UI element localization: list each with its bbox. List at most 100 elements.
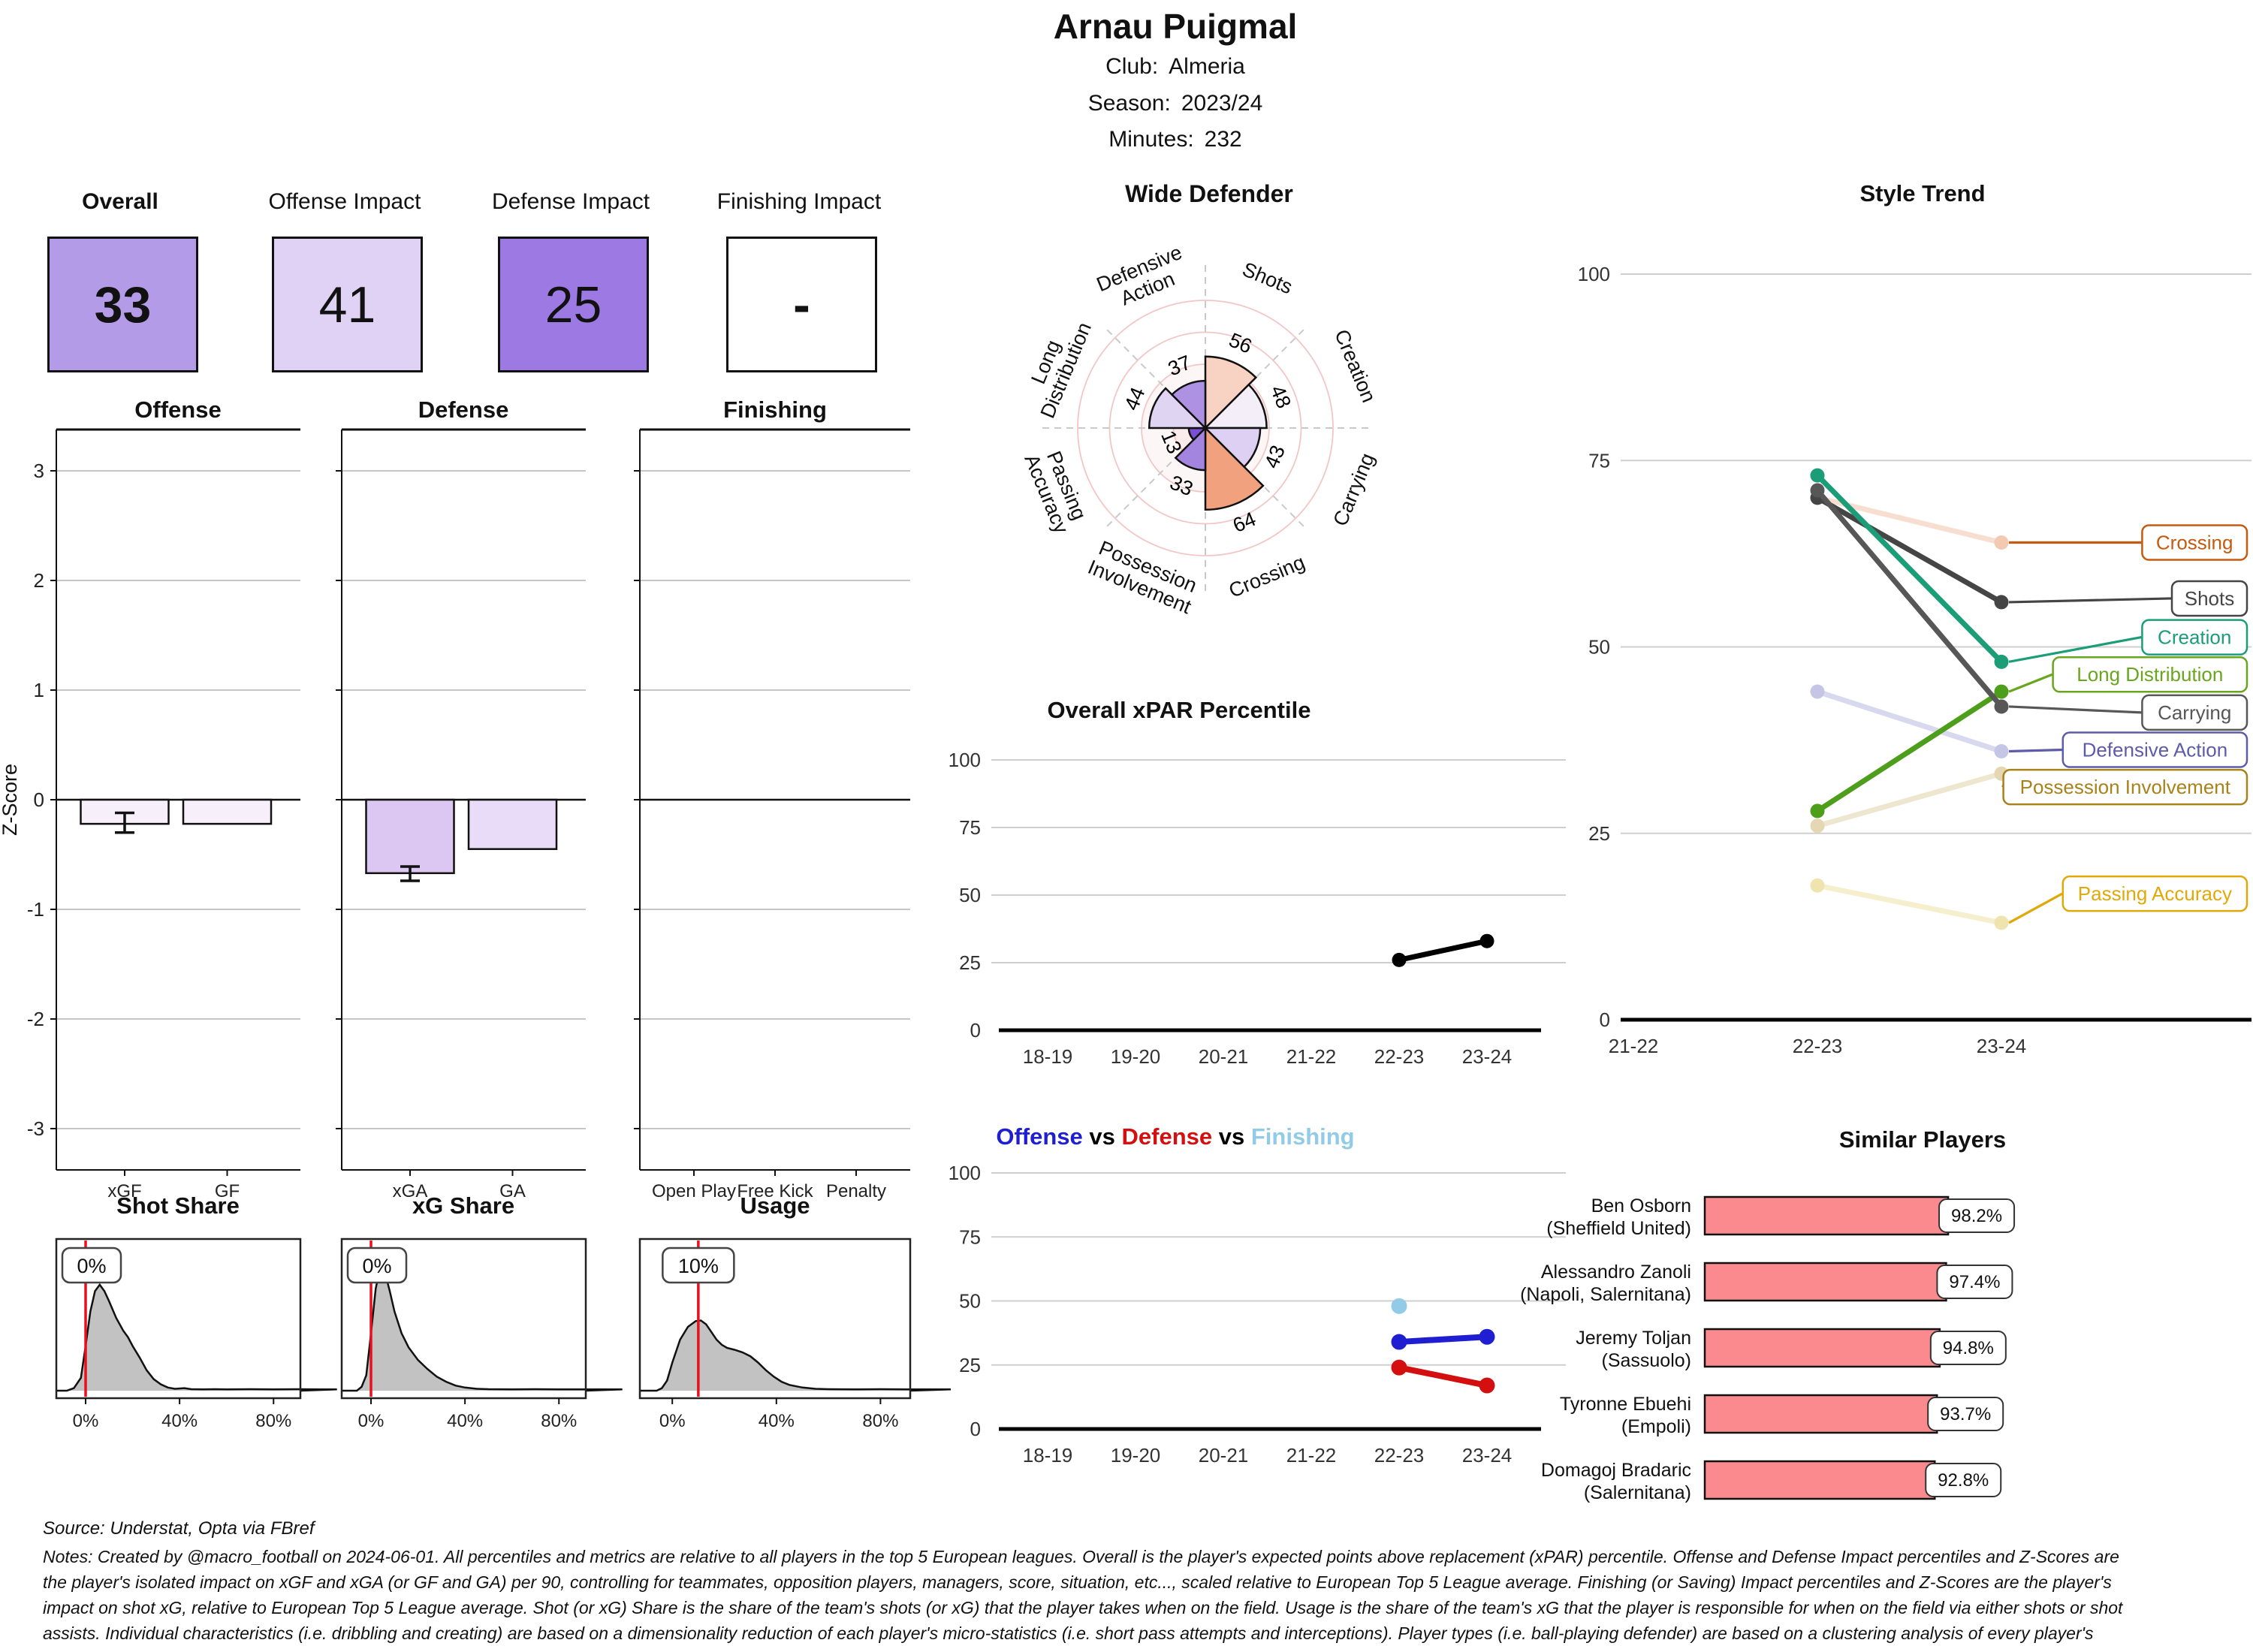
style-trend-series-Creation xyxy=(1810,468,2009,669)
season-tick: 21-22 xyxy=(1286,1045,1337,1068)
offense-impact-box: 41 xyxy=(272,237,423,372)
svg-text:-3: -3 xyxy=(27,1117,44,1140)
svg-text:-1: -1 xyxy=(27,898,44,921)
season-label: Season: xyxy=(1087,91,1171,116)
player-club: (Salernitana) xyxy=(1584,1482,1691,1503)
trend-label-Carrying: Carrying xyxy=(2008,694,2248,731)
season-tick: 18-19 xyxy=(1023,1444,1073,1467)
trend-label-Creation: Creation xyxy=(2008,619,2248,663)
finishing-zscore-title: Finishing xyxy=(723,396,827,423)
player-name: Alessandro Zanoli xyxy=(1541,1262,1691,1283)
player-name: Ben Osborn xyxy=(1591,1195,1691,1216)
season-tick: 22-23 xyxy=(1793,1035,1843,1057)
club-line: Club: Almeria xyxy=(1105,54,1245,80)
player-type-title: Wide Defender xyxy=(1125,180,1293,207)
odf-title-part: Finishing xyxy=(1244,1123,1355,1150)
density-curve xyxy=(342,1265,623,1392)
series-Defense xyxy=(1391,1359,1495,1394)
rose-axis-label: Shots xyxy=(1239,258,1295,298)
rose-axis-label: Creation xyxy=(1330,326,1380,405)
season-tick: 18-19 xyxy=(1023,1045,1073,1068)
zscore-category-label: Open Play xyxy=(652,1181,736,1201)
page-title: Arnau Puigmal xyxy=(1053,7,1298,46)
minutes-line: Minutes: 232 xyxy=(1108,127,1241,152)
season-tick: 20-21 xyxy=(1199,1045,1249,1068)
odf-title-part: vs xyxy=(1212,1123,1245,1150)
rose-axis-label: LongDistribution xyxy=(1016,311,1096,421)
rose-axis-label: PassingAccuracy xyxy=(1020,442,1093,537)
style-trend-series-Passing-Accuracy xyxy=(1810,878,2009,930)
season-tick: 19-20 xyxy=(1111,1045,1161,1068)
notes-line-1: Notes: Created by @macro_football on 202… xyxy=(43,1547,2119,1566)
similarity-bar xyxy=(1703,1460,1936,1500)
notes-line-4: assists. Individual characteristics (i.e… xyxy=(43,1623,2094,1643)
season-tick: 23-24 xyxy=(1462,1045,1513,1068)
offense-defense-finishing-chart: 0 25 50 75 100 18-19 19-20 20-21 21-22 22-23 23-24 xyxy=(949,1162,1566,1467)
source-note: Source: Understat, Opta via FBref xyxy=(43,1518,315,1539)
similarity-value: 92.8% xyxy=(1938,1470,1989,1491)
similarity-value: 94.8% xyxy=(1943,1338,1994,1358)
style-trend-series-Long-Distribution xyxy=(1810,684,2009,818)
finishing-impact-box-label: Finishing Impact xyxy=(716,189,882,214)
svg-text:Creation: Creation xyxy=(2158,626,2231,649)
zscore-category-label: GA xyxy=(499,1181,526,1201)
svg-text:2: 2 xyxy=(34,569,44,592)
svg-text:Shots: Shots xyxy=(2185,587,2235,610)
season-tick: 22-23 xyxy=(1374,1045,1425,1068)
density-xtick: 80% xyxy=(255,1411,291,1431)
zscore-category-label: GF xyxy=(215,1181,240,1201)
rose-value-label: 56 xyxy=(1226,328,1255,357)
svg-text:0: 0 xyxy=(34,788,44,811)
density-xtick: 40% xyxy=(161,1411,198,1431)
density-curve xyxy=(56,1283,337,1392)
style-trend-series-Defensive-Action xyxy=(1810,684,2009,759)
svg-text:0: 0 xyxy=(1600,1008,1610,1031)
style-trend-series-Shots xyxy=(1810,490,2009,610)
season-tick: 22-23 xyxy=(1374,1444,1425,1467)
overall-box-label: Overall xyxy=(82,189,158,214)
season-line: Season: 2023/24 xyxy=(1088,91,1263,116)
xg_share-chart: 0% 0% 40% 80% xyxy=(340,1237,623,1431)
series-Offense xyxy=(1391,1328,1495,1350)
usage-title: Usage xyxy=(740,1192,810,1219)
odf-title-part: Offense xyxy=(996,1123,1083,1150)
offense-zscore-title: Offense xyxy=(134,396,222,423)
svg-text:Defensive Action: Defensive Action xyxy=(2083,739,2228,761)
rose-wedge-Defensive-Action xyxy=(1170,379,1207,431)
usage-chart: 10% 0% 40% 80% xyxy=(638,1237,952,1431)
finishing-impact-box: - xyxy=(726,237,877,372)
xpar-percentile-chart: 0 25 50 75 100 18-19 19-20 20-21 21-22 22-23 23-24 xyxy=(949,749,1566,1068)
density-xtick: 0% xyxy=(358,1411,385,1431)
offense-defense-finishing-title: Offense vs Defense vs Finishing xyxy=(996,1123,1354,1150)
zscore-bar-GA xyxy=(467,798,558,850)
offense_z-chart: 3 2 1 0 -1 -2 -3 xGF GF Z-Score xyxy=(0,428,300,1201)
rose-axis-label: PossessionInvolvement xyxy=(1084,535,1203,618)
rose-axis-label: Crossing xyxy=(1226,550,1308,601)
svg-text:75: 75 xyxy=(959,816,981,839)
density-badge: 10% xyxy=(678,1255,719,1277)
rose-axis-label: DefensiveAction xyxy=(1093,241,1194,316)
style-trend-title: Style Trend xyxy=(1859,180,1986,206)
rose-wedge-Possession-Involvement xyxy=(1174,425,1207,472)
player-club: (Napoli, Salernitana) xyxy=(1520,1284,1691,1305)
season-tick: 20-21 xyxy=(1199,1444,1249,1467)
zscore-axis-label: Z-Score xyxy=(0,764,21,836)
svg-text:25: 25 xyxy=(959,951,981,974)
density-xtick: 0% xyxy=(73,1411,99,1431)
defense-zscore-title: Defense xyxy=(418,396,509,423)
svg-text:Crossing: Crossing xyxy=(2156,531,2233,553)
season-tick: 23-24 xyxy=(1977,1035,2027,1057)
style-trend-series-Possession-Involvement xyxy=(1810,766,2009,834)
similarity-bar xyxy=(1703,1262,1947,1302)
season-value: 2023/24 xyxy=(1181,91,1263,116)
similar-players-title: Similar Players xyxy=(1838,1126,2007,1153)
player-club: (Sheffield United) xyxy=(1546,1218,1691,1239)
style-trend-chart: 0 25 50 75 100 21-22 22-23 23-24 Crossing Shots Cr… xyxy=(1578,263,2251,1057)
zscore-category-label: Free Kick xyxy=(737,1181,813,1201)
density-xtick: 40% xyxy=(759,1411,795,1431)
svg-text:3: 3 xyxy=(34,460,44,482)
density-badge: 0% xyxy=(362,1255,391,1277)
density-xtick: 80% xyxy=(862,1411,898,1431)
player-name: Domagoj Bradaric xyxy=(1541,1460,1691,1481)
notes-line-3: impact on shot xG, relative to European … xyxy=(43,1598,2123,1617)
